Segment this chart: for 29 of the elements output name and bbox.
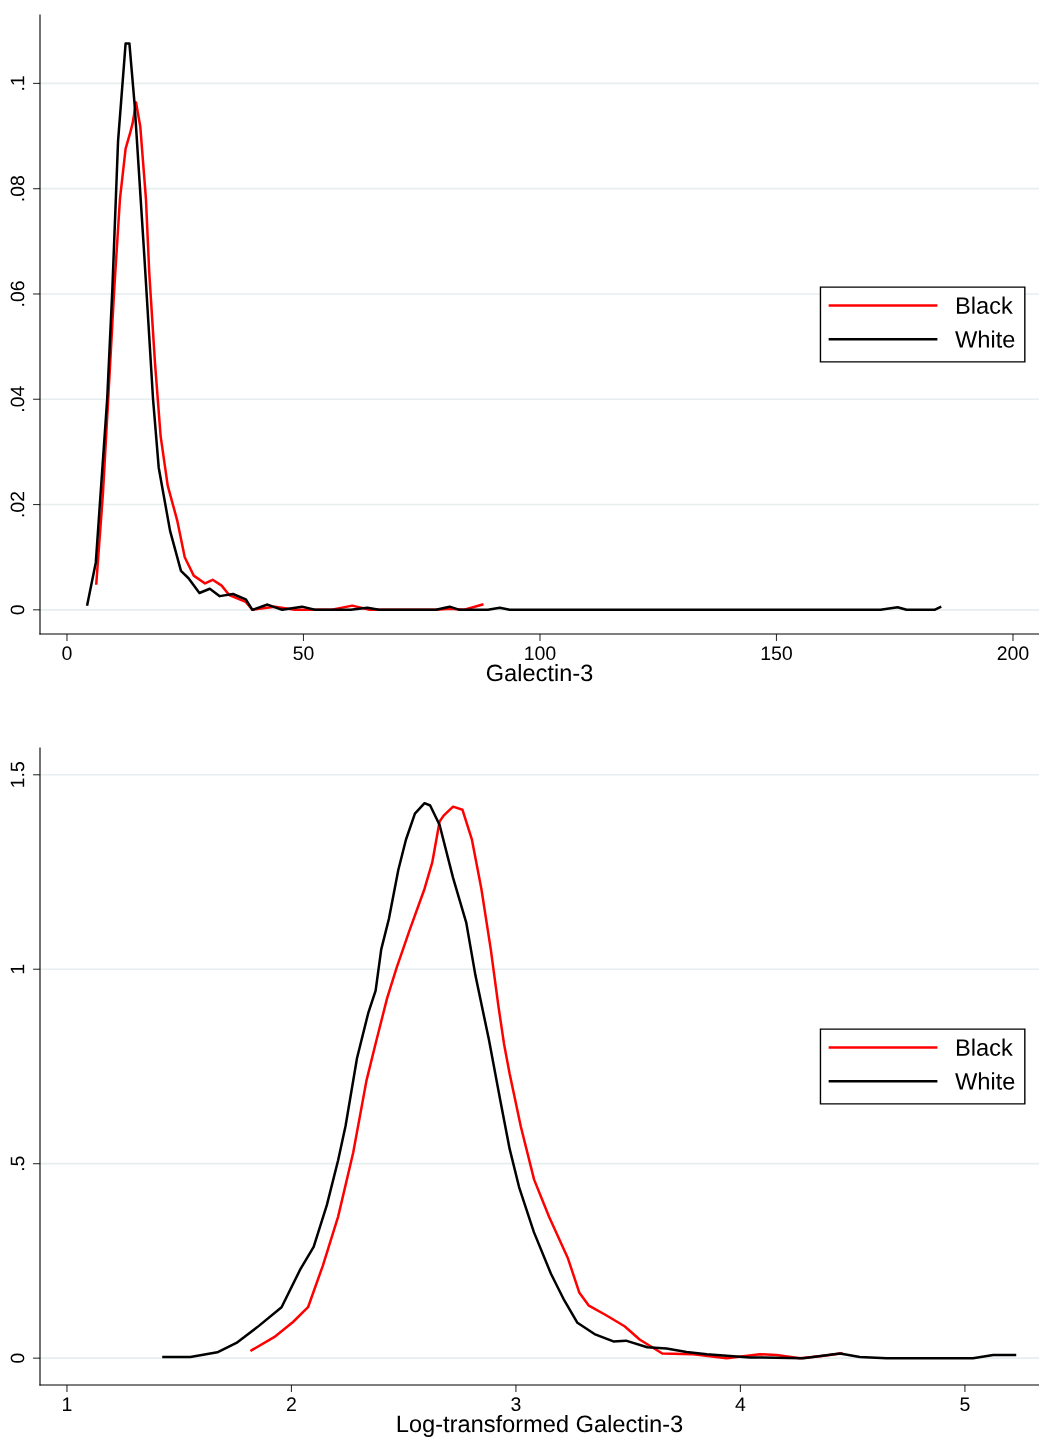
- x-tick-label: 5: [960, 1397, 970, 1412]
- x-axis-title: Log-transformed Galectin-3: [397, 1414, 683, 1437]
- legend-label: Black: [956, 296, 1013, 314]
- x-tick-label: 1: [63, 1397, 72, 1411]
- line-series: [86, 42, 942, 612]
- y-tick-label: 1: [10, 964, 25, 974]
- y-tick-label: .04: [10, 386, 25, 411]
- legend-label: White: [955, 1072, 1015, 1090]
- x-tick-label: 3: [511, 1397, 521, 1412]
- y-tick-label: 1.5: [10, 762, 25, 787]
- y-tick-label: .5: [10, 1156, 25, 1171]
- x-axis-title: Galectin-3: [486, 663, 593, 682]
- y-tick-label: .1: [10, 76, 25, 90]
- x-tick-label: 150: [761, 646, 792, 661]
- legend-label: Black: [956, 1038, 1013, 1056]
- y-tick-label: 0: [10, 1353, 25, 1363]
- x-tick-label: 2: [287, 1397, 296, 1411]
- x-tick-label: 4: [735, 1397, 746, 1411]
- x-tick-label: 100: [525, 646, 556, 661]
- y-tick-label: .08: [10, 176, 25, 201]
- line-series: [162, 801, 1017, 1360]
- legend-label: White: [955, 330, 1015, 348]
- line-series: [250, 805, 843, 1360]
- x-tick-label: 200: [997, 646, 1029, 661]
- x-tick-label: 50: [293, 646, 314, 661]
- y-tick-label: .06: [10, 281, 25, 306]
- x-tick-label: 0: [62, 646, 72, 661]
- y-tick-label: .02: [10, 492, 25, 517]
- y-tick-label: 0: [10, 605, 25, 615]
